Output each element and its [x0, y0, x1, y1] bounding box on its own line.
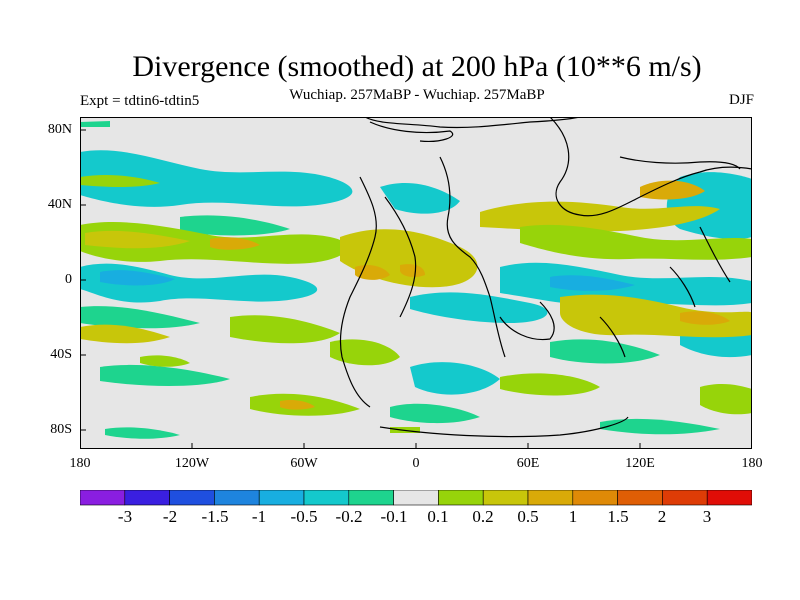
- lon-label-180e: 180: [741, 456, 763, 471]
- colorbar-label: -1.5: [201, 507, 229, 526]
- colorbar: [80, 490, 752, 506]
- lon-label-0: 0: [412, 456, 420, 471]
- colorbar-label: 0.5: [517, 507, 539, 526]
- colorbar-swatch-2: [169, 490, 215, 506]
- colorbar-label: 2: [657, 507, 667, 526]
- lat-label-40n: 40N: [47, 197, 72, 212]
- colorbar-swatch-12: [617, 490, 663, 506]
- colorbar-swatch-7: [393, 490, 439, 506]
- contour-fields: [80, 121, 752, 439]
- colorbar-label: -1: [251, 507, 267, 526]
- colorbar-label: 0.1: [427, 507, 449, 526]
- colorbar-swatch-1: [124, 490, 170, 506]
- colorbar-label: -0.2: [335, 507, 363, 526]
- colorbar-swatch-8: [438, 490, 484, 506]
- lat-label-80n: 80N: [47, 122, 72, 137]
- lat-label-40s: 40S: [50, 347, 72, 362]
- colorbar-swatch-13: [662, 490, 708, 506]
- colorbar-swatch-9: [482, 490, 529, 506]
- colorbar-label: 1.5: [607, 507, 629, 526]
- colorbar-swatch-10: [527, 490, 574, 506]
- experiment-label: Expt = tdtin6-tdtin5: [80, 93, 200, 109]
- colorbar-swatch-3: [214, 490, 260, 506]
- lon-label-120e: 120E: [625, 456, 655, 471]
- coastlines: [339, 117, 752, 438]
- colorbar-swatch-5: [303, 490, 350, 506]
- lat-label-eq: 0: [65, 272, 72, 287]
- colorbar-swatch-11: [572, 490, 618, 506]
- lon-label-120w: 120W: [174, 456, 210, 471]
- colorbar-swatch-0: [80, 490, 126, 506]
- axis-ticks: [80, 129, 641, 449]
- season-label: DJF: [728, 92, 754, 108]
- colorbar-label: 0.2: [472, 507, 494, 526]
- colorbar-swatch-4: [258, 490, 305, 506]
- colorbar-label: -3: [117, 507, 133, 526]
- colorbar-label: -0.5: [290, 507, 318, 526]
- colorbar-label: 1: [568, 507, 578, 526]
- colorbar-label: -0.1: [380, 507, 408, 526]
- lon-label-60w: 60W: [290, 456, 318, 471]
- colorbar-swatch-14: [706, 490, 752, 506]
- lon-label-60e: 60E: [516, 456, 540, 471]
- map-subtitle: Wuchiap. 257MaBP - Wuchiap. 257MaBP: [289, 87, 545, 103]
- colorbar-label: -2: [162, 507, 178, 526]
- divergence-map: [80, 117, 752, 449]
- lon-label-180w: 180: [69, 456, 91, 471]
- map-title: Divergence (smoothed) at 200 hPa (10**6 …: [132, 50, 702, 83]
- colorbar-label: 3: [702, 507, 712, 526]
- lat-label-80s: 80S: [50, 422, 72, 437]
- colorbar-swatch-6: [348, 490, 394, 506]
